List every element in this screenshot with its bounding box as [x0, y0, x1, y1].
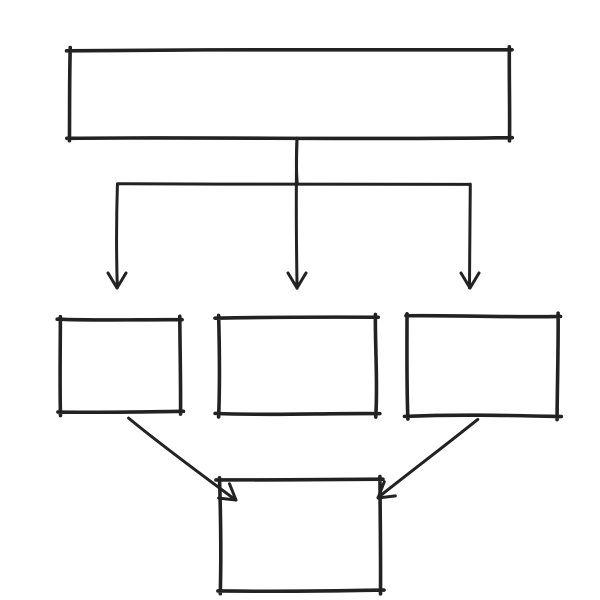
arrow-mid-2	[469, 184, 470, 288]
node-bot	[216, 477, 384, 594]
arrow-bot-0	[129, 418, 236, 500]
arrow-mid-0	[117, 184, 118, 287]
node-mid_c	[215, 314, 380, 417]
connector-bar	[118, 184, 470, 185]
flowchart-canvas	[0, 0, 600, 600]
arrow-bot-1	[378, 419, 478, 497]
arrow-mid-1	[296, 138, 297, 288]
node-top	[67, 47, 513, 141]
node-mid_r	[404, 313, 561, 419]
node-mid_l	[57, 316, 183, 415]
